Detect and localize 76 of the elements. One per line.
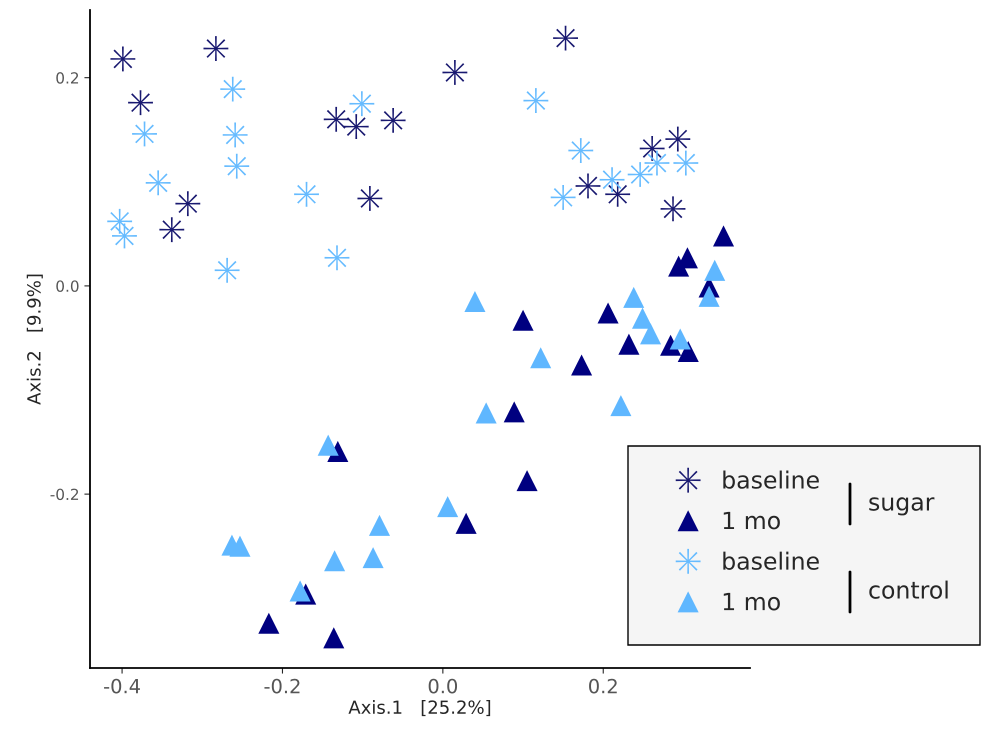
point [568,138,594,163]
point [349,91,374,116]
point [640,323,662,344]
point [107,208,132,234]
point [713,225,734,246]
point [553,26,578,51]
point [476,402,497,424]
legend-label: baseline [723,552,819,570]
point [464,290,486,312]
legend-label: 1 mo [724,512,780,530]
point [380,108,406,133]
point [110,46,136,72]
point [214,258,240,283]
x-axis-title: Axis.1 [25.2%] [348,700,490,716]
point [600,167,624,192]
point [530,347,552,368]
point [673,150,698,176]
point [640,136,665,161]
point [344,114,369,140]
point [203,36,228,61]
point [610,395,632,416]
x-tick-label: -0.4 [104,678,140,694]
point [146,170,171,196]
point [368,514,390,536]
y-tick-label: -0.2 [50,488,78,500]
point [224,154,250,179]
point [644,150,670,176]
point [442,60,468,85]
point [618,334,640,355]
point [357,186,382,211]
x-tick-label: 0.2 [589,678,617,694]
point [698,286,720,307]
legend-label: 1 mo [724,592,780,610]
point [516,470,538,492]
point [512,310,534,331]
point [623,286,644,308]
point [229,536,250,557]
point [598,302,619,324]
point [132,121,157,146]
point [523,88,548,113]
point [175,191,200,216]
point [665,126,690,152]
point [324,106,349,132]
point [628,162,653,187]
point [456,512,477,534]
y-tick-label: 0.2 [56,72,78,84]
point [362,547,384,568]
point [670,328,691,350]
point [323,627,344,648]
point [324,245,350,270]
point [576,174,600,198]
point [290,580,311,602]
point [504,401,525,422]
point [318,434,339,456]
point [294,182,319,207]
point [258,612,280,634]
point [660,196,686,222]
y-axis-title: Axis.2 [9.9%] [26,274,43,405]
x-tick-label: -0.2 [264,678,300,694]
point [112,224,137,248]
point [128,90,153,116]
point [159,217,184,242]
y-tick-label: 0.0 [56,280,79,292]
point [571,354,592,376]
point [605,182,630,207]
point [632,308,654,329]
point [437,496,458,518]
text: control [869,580,948,599]
point [324,550,346,572]
point [704,260,726,281]
x-tick-label: 0.0 [428,678,458,694]
point [550,184,576,210]
legend-label: baseline [723,470,819,489]
text: sugar [869,497,934,516]
point [220,76,246,102]
point [222,122,248,148]
